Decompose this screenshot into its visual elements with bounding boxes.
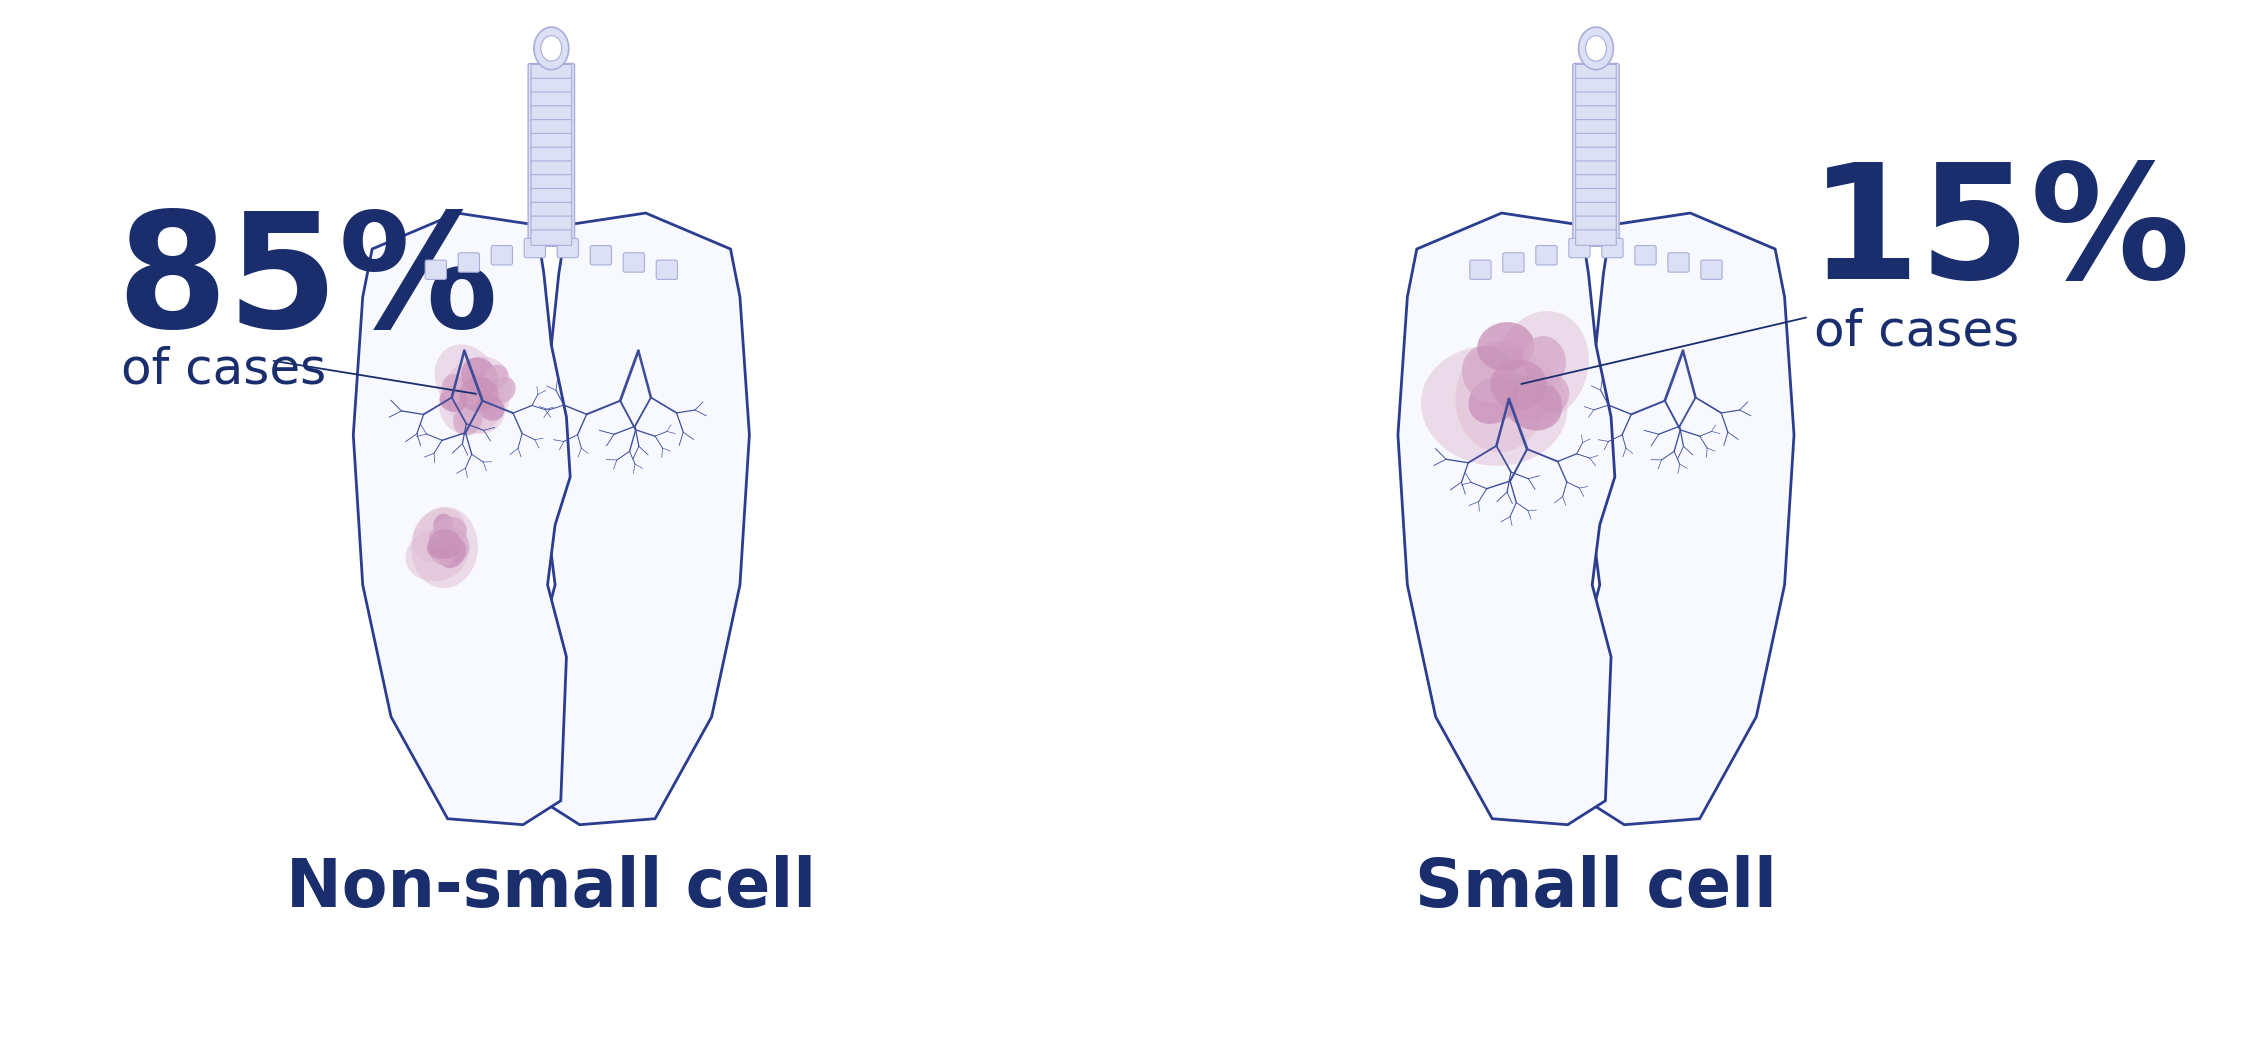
FancyBboxPatch shape <box>591 246 611 265</box>
FancyBboxPatch shape <box>1575 120 1616 135</box>
Ellipse shape <box>1478 322 1534 371</box>
FancyBboxPatch shape <box>1568 239 1591 257</box>
FancyBboxPatch shape <box>457 253 480 272</box>
Ellipse shape <box>484 365 509 390</box>
Ellipse shape <box>477 395 505 421</box>
Ellipse shape <box>428 529 462 559</box>
FancyBboxPatch shape <box>1573 64 1620 246</box>
Text: of cases: of cases <box>120 346 326 394</box>
Ellipse shape <box>534 27 568 70</box>
Ellipse shape <box>1537 375 1568 413</box>
FancyBboxPatch shape <box>1575 133 1616 149</box>
Ellipse shape <box>446 370 505 433</box>
FancyBboxPatch shape <box>1668 253 1688 272</box>
Ellipse shape <box>541 35 561 61</box>
FancyBboxPatch shape <box>527 64 575 246</box>
FancyBboxPatch shape <box>491 246 511 265</box>
Ellipse shape <box>1469 377 1518 424</box>
FancyBboxPatch shape <box>1575 92 1616 107</box>
Text: 85%: 85% <box>115 205 498 361</box>
FancyBboxPatch shape <box>532 65 573 80</box>
Text: Small cell: Small cell <box>1414 854 1776 920</box>
FancyBboxPatch shape <box>1575 65 1616 80</box>
Text: of cases: of cases <box>1813 307 2019 355</box>
Ellipse shape <box>459 377 498 412</box>
FancyBboxPatch shape <box>532 147 573 163</box>
Polygon shape <box>353 213 570 824</box>
Ellipse shape <box>434 526 468 562</box>
Ellipse shape <box>1462 346 1516 403</box>
Ellipse shape <box>1491 359 1548 410</box>
Ellipse shape <box>432 514 453 536</box>
Ellipse shape <box>412 506 477 588</box>
Ellipse shape <box>1421 346 1568 466</box>
Ellipse shape <box>434 344 498 416</box>
Text: 15%: 15% <box>1808 157 2191 313</box>
FancyBboxPatch shape <box>1634 246 1657 265</box>
Ellipse shape <box>1455 341 1548 452</box>
Ellipse shape <box>439 356 511 436</box>
Text: Non-small cell: Non-small cell <box>287 854 817 920</box>
Polygon shape <box>1577 213 1795 824</box>
Polygon shape <box>532 213 749 824</box>
Ellipse shape <box>1523 336 1566 387</box>
FancyBboxPatch shape <box>1602 239 1623 257</box>
Ellipse shape <box>428 537 453 559</box>
FancyBboxPatch shape <box>1575 160 1616 176</box>
FancyBboxPatch shape <box>532 78 573 94</box>
FancyBboxPatch shape <box>532 160 573 176</box>
FancyBboxPatch shape <box>532 202 573 218</box>
FancyBboxPatch shape <box>1575 216 1616 231</box>
Ellipse shape <box>437 535 466 568</box>
FancyBboxPatch shape <box>1575 147 1616 163</box>
FancyBboxPatch shape <box>425 260 446 279</box>
FancyBboxPatch shape <box>557 239 579 257</box>
FancyBboxPatch shape <box>532 230 573 245</box>
FancyBboxPatch shape <box>1575 189 1616 204</box>
FancyBboxPatch shape <box>1575 202 1616 218</box>
Ellipse shape <box>432 517 466 545</box>
FancyBboxPatch shape <box>532 175 573 191</box>
Ellipse shape <box>1496 373 1537 410</box>
Ellipse shape <box>405 529 468 581</box>
Ellipse shape <box>1586 35 1607 61</box>
FancyBboxPatch shape <box>1575 106 1616 121</box>
FancyBboxPatch shape <box>656 260 677 279</box>
FancyBboxPatch shape <box>1537 246 1557 265</box>
FancyBboxPatch shape <box>1503 253 1523 272</box>
Ellipse shape <box>453 404 482 436</box>
Ellipse shape <box>441 374 466 402</box>
FancyBboxPatch shape <box>1575 175 1616 191</box>
FancyBboxPatch shape <box>532 92 573 107</box>
FancyBboxPatch shape <box>1702 260 1722 279</box>
Ellipse shape <box>1494 312 1589 422</box>
Ellipse shape <box>430 540 455 566</box>
Ellipse shape <box>491 377 516 402</box>
FancyBboxPatch shape <box>532 106 573 121</box>
FancyBboxPatch shape <box>532 133 573 149</box>
Ellipse shape <box>439 388 468 412</box>
Ellipse shape <box>1580 27 1614 70</box>
FancyBboxPatch shape <box>1575 78 1616 94</box>
Ellipse shape <box>412 507 466 563</box>
FancyBboxPatch shape <box>1469 260 1491 279</box>
Ellipse shape <box>1503 376 1561 430</box>
Ellipse shape <box>428 529 450 549</box>
FancyBboxPatch shape <box>532 216 573 231</box>
Polygon shape <box>1399 213 1616 824</box>
FancyBboxPatch shape <box>1575 230 1616 245</box>
FancyBboxPatch shape <box>622 253 645 272</box>
Ellipse shape <box>462 357 498 397</box>
FancyBboxPatch shape <box>532 120 573 135</box>
FancyBboxPatch shape <box>525 239 545 257</box>
FancyBboxPatch shape <box>532 189 573 204</box>
